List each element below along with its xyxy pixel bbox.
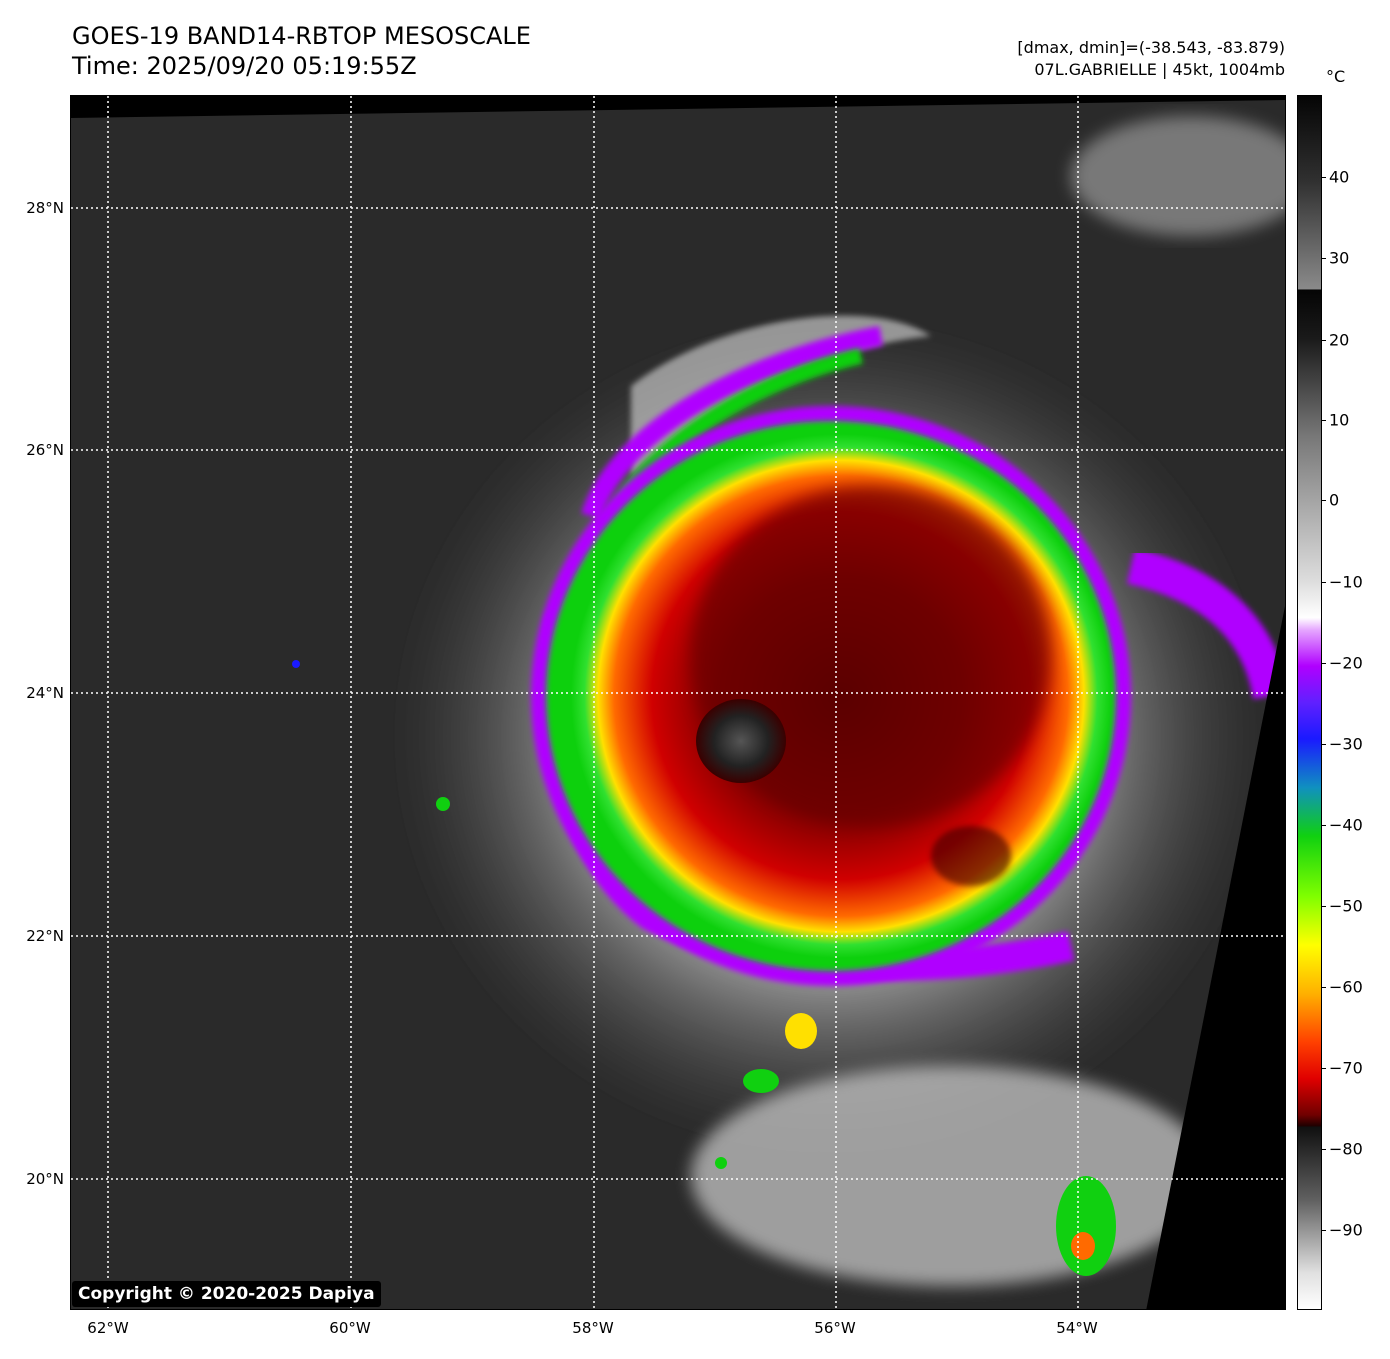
colorbar-tick-mark (1321, 582, 1326, 583)
colorbar-tick-label: 20 (1329, 330, 1350, 350)
colorbar-tick-mark (1321, 258, 1326, 259)
lat-label-28n: 28°N (26, 199, 64, 217)
colorbar-tick-label: 30 (1329, 248, 1350, 268)
copyright-label: Copyright © 2020-2025 Dapiya (72, 1281, 381, 1307)
colorbar-tick-mark (1321, 500, 1326, 501)
lon-label-54w: 54°W (1056, 1319, 1098, 1337)
lon-label-62w: 62°W (87, 1319, 129, 1337)
colorbar-tick-mark (1321, 825, 1326, 826)
satellite-imagery (71, 96, 1285, 1309)
colorbar-tick-label: 40 (1329, 167, 1350, 187)
colorbar-tick-label: −60 (1329, 977, 1363, 997)
colorbar-tick-mark (1321, 1149, 1326, 1150)
lon-label-58w: 58°W (572, 1319, 614, 1337)
colorbar-tick-mark (1321, 744, 1326, 745)
colorbar-tick-mark (1321, 906, 1326, 907)
satellite-map (70, 95, 1286, 1310)
lon-label-60w: 60°W (329, 1319, 371, 1337)
colorbar-tick-mark (1321, 987, 1326, 988)
colorbar-tick-label: −40 (1329, 815, 1363, 835)
colorbar-tick-mark (1321, 663, 1326, 664)
colorbar-tick-mark (1321, 1068, 1326, 1069)
lat-label-26n: 26°N (26, 441, 64, 459)
colorbar-tick-label: −10 (1329, 572, 1363, 592)
colorbar-tick-label: −20 (1329, 653, 1363, 673)
colorbar-tick-label: −30 (1329, 734, 1363, 754)
colorbar-tick-mark (1321, 177, 1326, 178)
lat-label-24n: 24°N (26, 684, 64, 702)
colorbar-tick-mark (1321, 1230, 1326, 1231)
colorbar-tick-mark (1321, 420, 1326, 421)
colorbar-tick-label: −70 (1329, 1058, 1363, 1078)
dmax-dmin-readout: [dmax, dmin]=(-38.543, -83.879) (1017, 38, 1285, 57)
colorbar-tick-label: −90 (1329, 1220, 1363, 1240)
lat-label-22n: 22°N (26, 927, 64, 945)
colorbar-tick-label: −80 (1329, 1139, 1363, 1159)
colorbar (1297, 95, 1322, 1310)
colorbar-tick-mark (1321, 340, 1326, 341)
storm-info: 07L.GABRIELLE | 45kt, 1004mb (1034, 60, 1285, 79)
lat-label-20n: 20°N (26, 1170, 64, 1188)
colorbar-tick-label: 0 (1329, 490, 1340, 510)
title-line-1: GOES-19 BAND14-RBTOP MESOSCALE (72, 22, 531, 50)
colorbar-tick-label: 10 (1329, 410, 1350, 430)
colorbar-tick-label: −50 (1329, 896, 1363, 916)
lon-label-56w: 56°W (814, 1319, 856, 1337)
colorbar-unit: °C (1326, 67, 1346, 86)
title-line-2: Time: 2025/09/20 05:19:55Z (72, 52, 417, 80)
